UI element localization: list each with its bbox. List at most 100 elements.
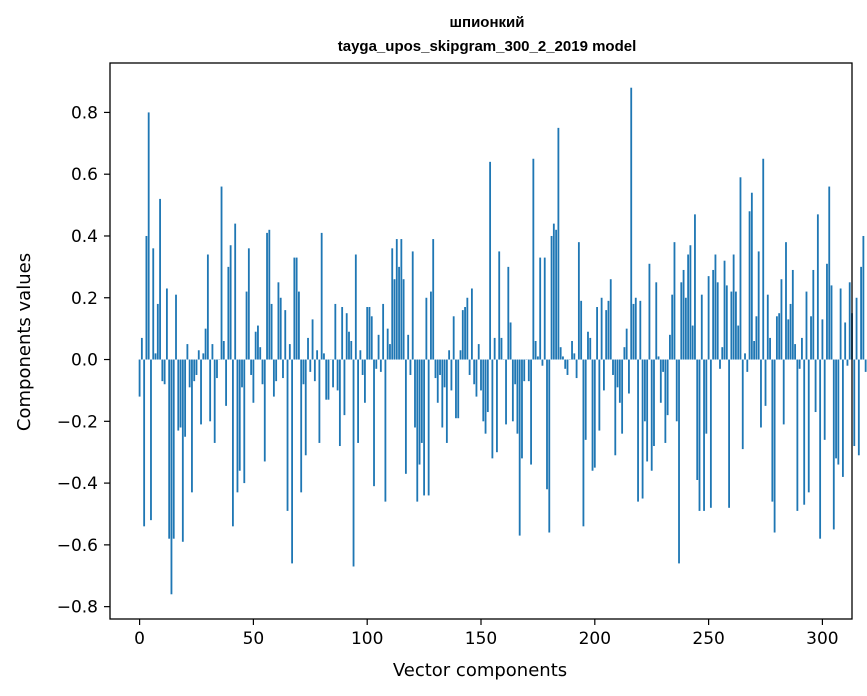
bar	[530, 359, 532, 465]
bar	[498, 251, 501, 360]
bar	[735, 291, 737, 360]
bar	[862, 235, 865, 360]
bar	[466, 297, 469, 360]
bar	[400, 239, 403, 360]
bar	[227, 266, 230, 360]
bar	[140, 337, 143, 360]
bar	[527, 359, 530, 382]
bar	[486, 359, 489, 413]
bar	[430, 291, 432, 360]
bar	[386, 328, 389, 360]
bar	[484, 359, 487, 434]
bar	[489, 161, 492, 360]
bar	[753, 341, 756, 360]
bar	[332, 359, 334, 388]
bar	[156, 303, 159, 360]
bar	[416, 359, 419, 502]
bar	[573, 353, 576, 360]
bar	[348, 331, 350, 360]
bar	[298, 291, 300, 360]
bar	[275, 359, 278, 382]
y-tick-label: 0.8	[71, 103, 98, 123]
bar	[389, 344, 391, 360]
bar	[707, 276, 710, 360]
bar	[714, 254, 717, 360]
bar	[675, 359, 678, 422]
bar	[571, 341, 573, 360]
bar	[587, 331, 589, 360]
bar	[646, 359, 649, 462]
bar	[653, 359, 655, 447]
bar	[277, 282, 280, 360]
bar	[580, 300, 583, 360]
bar	[159, 198, 161, 360]
bar	[552, 223, 555, 360]
bar	[375, 359, 378, 369]
bar	[521, 359, 523, 459]
bar	[703, 359, 705, 511]
y-axis-ticks: −0.8 −0.6 −0.4 −0.2 0.0 0.2 0.4 0.6 0.8	[57, 103, 110, 618]
bar	[448, 350, 451, 360]
bar	[669, 334, 671, 360]
bar	[593, 359, 596, 468]
bar	[229, 245, 232, 360]
bar	[304, 359, 307, 456]
bar	[311, 319, 314, 360]
bar	[459, 350, 462, 360]
bar	[655, 282, 658, 360]
bar	[200, 359, 202, 425]
bar	[439, 359, 441, 375]
bar	[165, 288, 168, 360]
bar	[732, 254, 735, 360]
bar	[687, 254, 690, 360]
bar	[197, 350, 200, 360]
bar	[393, 279, 396, 360]
y-tick-label: −0.4	[57, 474, 98, 494]
bar	[241, 359, 243, 388]
bar	[700, 294, 703, 360]
bar	[366, 307, 369, 360]
bar	[461, 310, 464, 360]
bar	[496, 359, 498, 453]
bar	[682, 269, 685, 360]
bar	[748, 211, 751, 360]
bar	[839, 288, 842, 360]
bar	[261, 359, 264, 385]
bar	[760, 359, 762, 428]
bar	[313, 359, 316, 382]
bar	[698, 359, 701, 511]
bar	[491, 359, 494, 459]
bar	[618, 359, 621, 403]
x-axis-label: Vector components	[393, 660, 567, 681]
bar	[564, 359, 567, 369]
bar	[170, 359, 173, 595]
bar	[728, 359, 730, 508]
bar	[826, 263, 828, 360]
bar	[316, 350, 319, 360]
bar	[457, 359, 460, 419]
bar	[225, 359, 227, 406]
bar	[423, 359, 426, 496]
bar	[395, 239, 398, 360]
bar	[202, 353, 205, 360]
bar	[771, 359, 774, 502]
bar	[832, 359, 835, 530]
y-tick-label: 0.0	[71, 351, 98, 371]
bar	[500, 337, 503, 360]
bar	[603, 359, 605, 391]
bar	[541, 359, 544, 366]
bar	[514, 359, 517, 385]
bar	[177, 359, 180, 431]
bar	[434, 359, 437, 379]
bar	[279, 297, 282, 360]
y-tick-label: −0.8	[57, 598, 98, 618]
bar	[250, 359, 253, 375]
bar	[746, 359, 749, 372]
bar	[516, 359, 519, 434]
bar	[773, 359, 776, 533]
bar	[234, 223, 237, 360]
bar	[730, 291, 733, 360]
bar	[607, 300, 610, 360]
bar	[801, 337, 803, 360]
bar	[477, 344, 480, 360]
